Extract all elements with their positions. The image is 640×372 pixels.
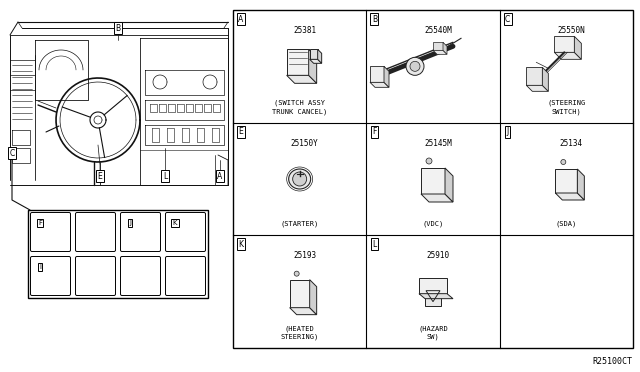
Ellipse shape (289, 169, 310, 189)
Polygon shape (445, 168, 453, 202)
Text: 25150Y: 25150Y (291, 139, 319, 148)
Text: C: C (10, 148, 15, 157)
Text: L: L (372, 240, 376, 249)
Polygon shape (310, 49, 317, 59)
Polygon shape (433, 50, 447, 54)
Text: (STEERING
SWITCH): (STEERING SWITCH) (547, 100, 586, 115)
Text: F: F (38, 220, 42, 226)
Polygon shape (317, 49, 322, 63)
Polygon shape (556, 193, 584, 200)
Text: (HAZARD
SW): (HAZARD SW) (418, 325, 448, 340)
Text: (HEATED
STEERING): (HEATED STEERING) (280, 325, 319, 340)
Circle shape (410, 61, 420, 71)
FancyBboxPatch shape (76, 257, 115, 295)
Polygon shape (310, 280, 317, 315)
Polygon shape (554, 52, 581, 59)
FancyBboxPatch shape (166, 212, 205, 251)
Polygon shape (526, 67, 542, 85)
Text: (STARTER): (STARTER) (280, 221, 319, 227)
Polygon shape (370, 66, 384, 82)
Text: (SWITCH ASSY
TRUNK CANCEL): (SWITCH ASSY TRUNK CANCEL) (272, 100, 327, 115)
Circle shape (426, 158, 432, 164)
Polygon shape (290, 280, 310, 308)
Polygon shape (384, 66, 389, 87)
Text: I: I (39, 264, 41, 270)
Text: B: B (115, 23, 120, 32)
Polygon shape (554, 36, 574, 52)
Text: F: F (372, 127, 376, 136)
Polygon shape (556, 169, 577, 193)
Text: 25540M: 25540M (424, 26, 452, 35)
Polygon shape (308, 49, 317, 83)
FancyBboxPatch shape (31, 212, 70, 251)
Bar (233, 10, 633, 348)
Polygon shape (370, 82, 389, 87)
Text: 25381: 25381 (293, 26, 316, 35)
Text: 25193: 25193 (293, 251, 316, 260)
Polygon shape (421, 168, 445, 194)
Text: B: B (372, 15, 377, 23)
Text: (VDC): (VDC) (422, 221, 444, 227)
Circle shape (406, 57, 424, 76)
Text: R25100CT: R25100CT (592, 357, 632, 366)
FancyBboxPatch shape (120, 257, 161, 295)
Polygon shape (574, 36, 581, 59)
Polygon shape (310, 59, 322, 63)
Polygon shape (290, 308, 317, 315)
Polygon shape (287, 49, 308, 76)
FancyBboxPatch shape (76, 212, 115, 251)
Text: (SDA): (SDA) (556, 221, 577, 227)
Text: A: A (238, 15, 244, 23)
Bar (419, 278, 447, 294)
Text: C: C (505, 15, 510, 23)
Text: A: A (218, 171, 223, 180)
Text: 25145M: 25145M (424, 139, 452, 148)
Polygon shape (542, 67, 548, 92)
Text: 25910: 25910 (426, 251, 449, 260)
Polygon shape (419, 294, 453, 299)
Polygon shape (287, 76, 317, 83)
Text: L: L (163, 171, 167, 180)
FancyBboxPatch shape (166, 257, 205, 295)
Text: J: J (506, 127, 509, 136)
Text: 25134: 25134 (560, 139, 583, 148)
Text: 25550N: 25550N (557, 26, 585, 35)
Text: J: J (129, 220, 131, 226)
FancyBboxPatch shape (120, 212, 161, 251)
Circle shape (561, 160, 566, 164)
Circle shape (292, 172, 307, 186)
Text: K: K (173, 220, 177, 226)
Circle shape (294, 271, 299, 276)
Bar (28, 210, 208, 298)
Bar (425, 296, 441, 306)
Polygon shape (577, 169, 584, 200)
Text: E: E (98, 171, 102, 180)
Polygon shape (421, 194, 453, 202)
Text: E: E (239, 127, 243, 136)
Polygon shape (526, 85, 548, 92)
FancyBboxPatch shape (31, 257, 70, 295)
Polygon shape (433, 42, 443, 50)
Polygon shape (443, 42, 447, 54)
Text: K: K (239, 240, 243, 249)
